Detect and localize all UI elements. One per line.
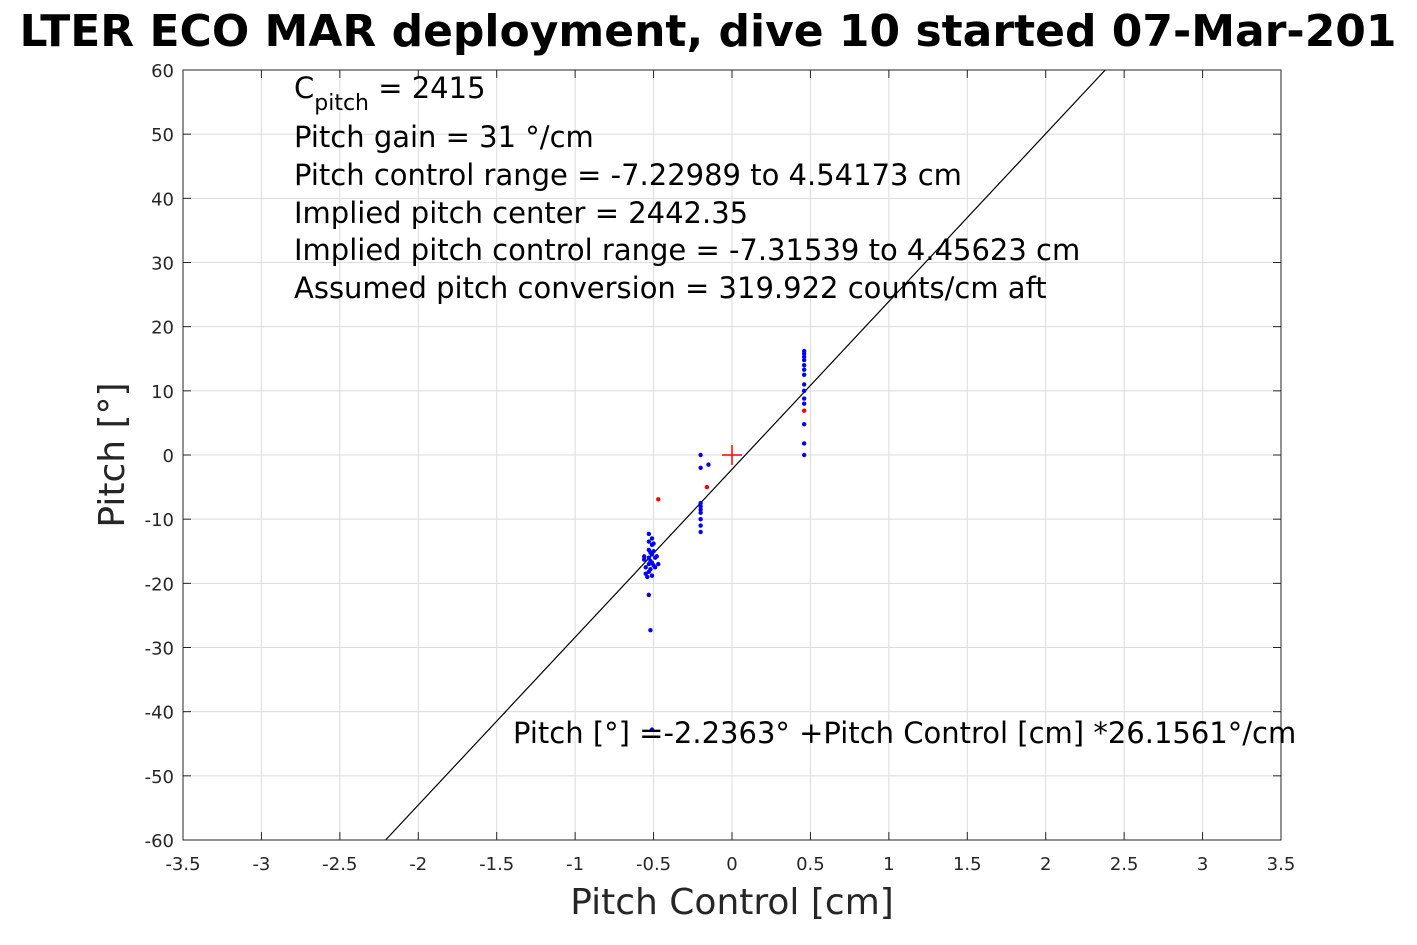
- x-tick-label: 0.5: [796, 854, 825, 875]
- blue-data-point: [698, 510, 703, 515]
- x-tick-label: -2.5: [322, 854, 357, 875]
- axis-ticks: -3.5 -3 -2.5 -2 -1.5 -1 -0.5 0 0.5 1 1.5 2 2.5 3 3.5 60…: [145, 61, 1296, 875]
- blue-data-point: [801, 354, 807, 360]
- fit-equation-label: Pitch [°] =-2.2363° +Pitch Control [cm] …: [513, 716, 1296, 750]
- x-tick-label: 1.5: [953, 854, 982, 875]
- blue-data-point: [646, 592, 652, 598]
- blue-data-point: [698, 507, 703, 512]
- grid-lines: [183, 70, 1281, 840]
- implied-range-annotation: Implied pitch control range = -7.31539 t…: [294, 233, 1080, 267]
- x-tick-label: -1.5: [479, 854, 514, 875]
- c-pitch-annotation: Cpitch = 2415: [294, 71, 486, 116]
- y-tick-label: 60: [151, 61, 174, 82]
- blue-data-point: [698, 465, 703, 471]
- y-tick-label: 30: [151, 254, 174, 275]
- x-tick-label: -3.5: [165, 854, 200, 875]
- blue-data-point: [656, 561, 661, 567]
- blue-data-point: [649, 727, 655, 732]
- x-tick-label: 0: [726, 854, 737, 875]
- blue-data-point: [649, 536, 655, 541]
- blue-data-point: [801, 372, 807, 377]
- blue-data-point: [698, 504, 703, 509]
- blue-data-point: [646, 539, 652, 544]
- blue-data-point: [801, 362, 807, 368]
- chart-title: LTER ECO MAR deployment, dive 10 started…: [19, 6, 1396, 57]
- x-tick-label: -1: [566, 854, 584, 875]
- red-data-point: [656, 497, 661, 502]
- blue-data-point: [641, 554, 647, 559]
- blue-data-point: [698, 523, 703, 528]
- blue-data-point: [801, 441, 807, 446]
- blue-data-point: [698, 452, 703, 458]
- blue-data-point: [646, 531, 652, 537]
- y-tick-label: 0: [163, 446, 174, 467]
- c-pitch-symbol: C: [294, 71, 314, 105]
- plot-area: [385, 69, 1106, 841]
- y-tick-label: -10: [145, 510, 174, 531]
- blue-data-point: [706, 462, 711, 467]
- conversion-annotation: Assumed pitch conversion = 319.922 count…: [294, 271, 1047, 305]
- x-tick-label: -0.5: [636, 854, 671, 875]
- control-range-annotation: Pitch control range = -7.22989 to 4.5417…: [294, 158, 962, 192]
- blue-data-point: [801, 351, 807, 356]
- x-tick-label: -2: [409, 854, 427, 875]
- blue-data-point: [651, 549, 656, 554]
- annotation-block: Cpitch = 2415 Pitch gain = 31 °/cm Pitch…: [294, 71, 1080, 305]
- blue-data-point: [698, 516, 703, 522]
- y-tick-label: -40: [145, 703, 174, 724]
- blue-data-point: [651, 541, 656, 546]
- blue-data-point: [649, 573, 655, 578]
- x-tick-label: 2: [1040, 854, 1051, 875]
- blue-data-point: [801, 396, 807, 401]
- blue-data-point: [643, 565, 648, 570]
- y-tick-label: -20: [145, 574, 174, 595]
- x-tick-label: 1: [883, 854, 894, 875]
- x-tick-label: 2.5: [1110, 854, 1139, 875]
- fit-line: [385, 69, 1106, 841]
- red-data-point: [704, 484, 710, 490]
- blue-data-point: [801, 452, 807, 458]
- blue-data-point: [801, 357, 807, 363]
- blue-data-point: [801, 388, 807, 394]
- blue-data-point: [801, 422, 807, 427]
- x-tick-label: 3.5: [1267, 854, 1296, 875]
- blue-data-point: [645, 574, 650, 580]
- y-tick-label: -60: [145, 831, 174, 852]
- blue-data-point: [648, 627, 653, 633]
- y-axis-label: Pitch [°]: [92, 382, 133, 527]
- x-tick-label: -3: [252, 854, 270, 875]
- y-tick-label: -50: [145, 767, 174, 788]
- x-tick-label: 3: [1197, 854, 1208, 875]
- blue-data-point: [698, 500, 703, 506]
- c-pitch-value: = 2415: [369, 71, 486, 105]
- blue-data-point: [648, 567, 653, 572]
- y-tick-label: -30: [145, 639, 174, 660]
- blue-data-point: [652, 565, 658, 570]
- y-tick-label: 50: [151, 125, 174, 146]
- blue-data-point: [654, 554, 659, 559]
- x-axis-label: Pitch Control [cm]: [570, 882, 894, 923]
- blue-data-point: [801, 367, 807, 372]
- y-tick-label: 10: [151, 382, 174, 403]
- red-data-point: [801, 408, 807, 413]
- blue-data-point: [801, 382, 807, 387]
- c-pitch-subscript: pitch: [314, 91, 369, 116]
- blue-data-point: [641, 557, 647, 562]
- pitch-center-annotation: Implied pitch center = 2442.35: [294, 196, 748, 230]
- y-tick-label: 40: [151, 189, 174, 210]
- y-tick-label: 20: [151, 318, 174, 339]
- blue-data-point: [698, 529, 703, 535]
- pitch-gain-annotation: Pitch gain = 31 °/cm: [294, 120, 594, 154]
- blue-data-point: [801, 401, 807, 406]
